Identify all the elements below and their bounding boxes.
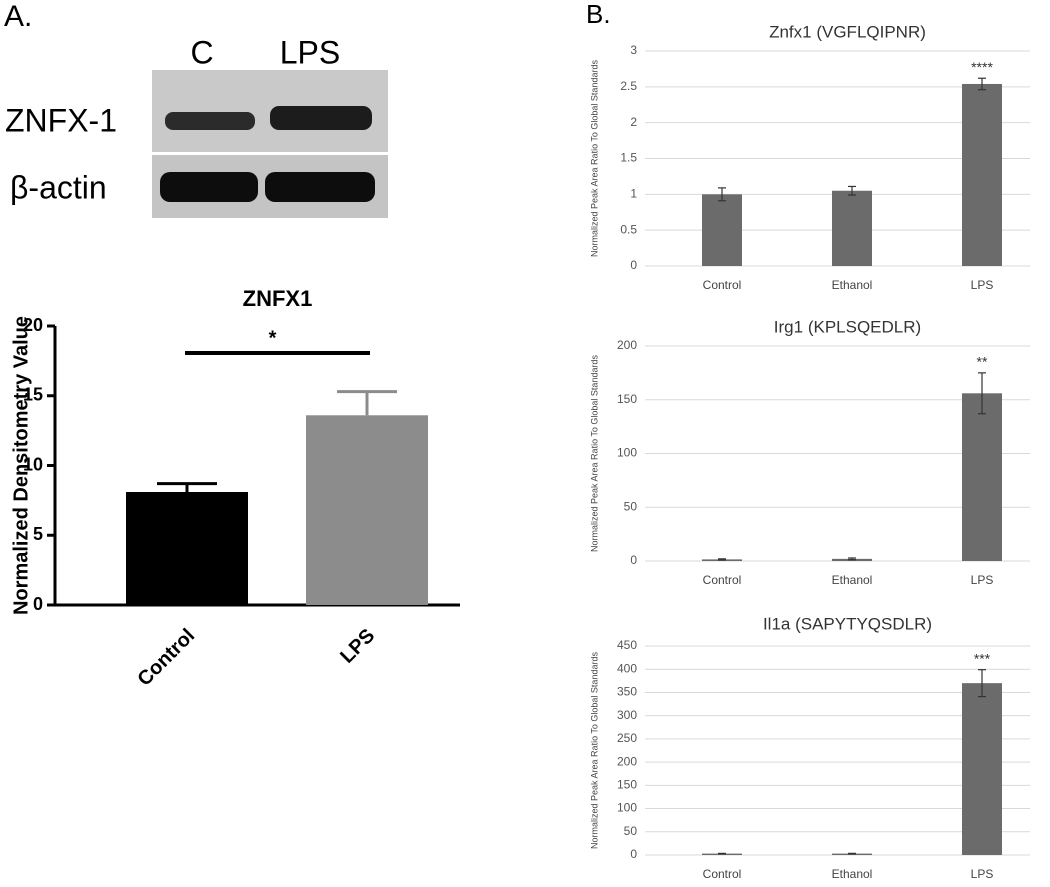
y-tick-label: 350	[617, 685, 637, 699]
y-tick-label: 250	[617, 731, 637, 745]
significance-label: ****	[971, 59, 993, 75]
x-tick-label: Control	[133, 625, 199, 691]
blot-band	[165, 112, 255, 130]
blot-band	[270, 106, 372, 130]
x-tick-label: Control	[703, 573, 742, 587]
bar	[702, 194, 742, 266]
y-tick-label: 200	[617, 338, 637, 352]
y-tick-label: 3	[630, 43, 637, 57]
blot-band	[160, 172, 258, 202]
y-axis-label: Normalized Peak Area Ratio To Global Sta…	[589, 60, 599, 257]
chart-title: Znfx1 (VGFLQIPNR)	[769, 22, 926, 41]
western-blot: C LPS ZNFX-1 β-actin	[5, 34, 388, 218]
y-tick-label: 1	[630, 187, 637, 201]
significance-label: *	[269, 327, 277, 349]
row-label: β-actin	[10, 169, 107, 205]
y-tick-label: 50	[624, 499, 638, 513]
chart-title: Irg1 (KPLSQEDLR)	[774, 317, 921, 336]
y-tick-label: 200	[617, 754, 637, 768]
y-tick-label: 100	[617, 446, 637, 460]
bar	[306, 415, 428, 605]
y-tick-label: 15	[23, 385, 43, 405]
y-tick-label: 100	[617, 801, 637, 815]
y-tick-label: 150	[617, 392, 637, 406]
panel-label: B.	[586, 0, 611, 29]
x-tick-label: Ethanol	[832, 573, 873, 587]
y-tick-label: 150	[617, 778, 637, 792]
y-tick-label: 2.5	[620, 79, 637, 93]
chart-title: Il1a (SAPYTYQSDLR)	[763, 614, 932, 633]
y-tick-label: 300	[617, 708, 637, 722]
y-axis-label: Normalized Peak Area Ratio To Global Sta…	[589, 355, 599, 552]
bar	[962, 683, 1002, 855]
row-label: ZNFX-1	[5, 102, 117, 138]
y-tick-label: 0	[630, 258, 637, 272]
bar	[832, 190, 872, 266]
y-tick-label: 400	[617, 661, 637, 675]
y-tick-label: 0.5	[620, 222, 637, 236]
lane-label: LPS	[280, 34, 340, 70]
x-tick-label: Ethanol	[832, 867, 873, 881]
y-tick-label: 2	[630, 115, 637, 129]
y-axis-label: Normalized Densitometry Value	[10, 316, 32, 615]
y-tick-label: 10	[23, 454, 43, 474]
x-tick-label: LPS	[971, 278, 994, 292]
x-tick-label: LPS	[971, 867, 994, 881]
x-tick-label: LPS	[971, 573, 994, 587]
significance-label: **	[977, 354, 988, 370]
x-tick-label: LPS	[336, 625, 379, 668]
bar	[962, 393, 1002, 561]
panel-label: A.	[4, 0, 32, 33]
lane-label: C	[190, 34, 213, 70]
y-tick-label: 1.5	[620, 151, 637, 165]
y-axis-label: Normalized Peak Area Ratio To Global Sta…	[589, 652, 599, 849]
bar	[126, 492, 248, 605]
x-tick-label: Control	[703, 278, 742, 292]
bar	[962, 83, 1002, 266]
y-tick-label: 20	[23, 315, 43, 335]
chart-title: ZNFX1	[243, 286, 313, 311]
x-tick-label: Control	[703, 867, 742, 881]
x-tick-label: Ethanol	[832, 278, 873, 292]
y-tick-label: 0	[33, 594, 43, 614]
y-tick-label: 0	[630, 847, 637, 861]
significance-label: ***	[974, 650, 991, 666]
y-tick-label: 450	[617, 638, 637, 652]
y-tick-label: 0	[630, 553, 637, 567]
y-tick-label: 5	[33, 524, 43, 544]
blot-band	[265, 172, 375, 202]
y-tick-label: 50	[624, 824, 638, 838]
